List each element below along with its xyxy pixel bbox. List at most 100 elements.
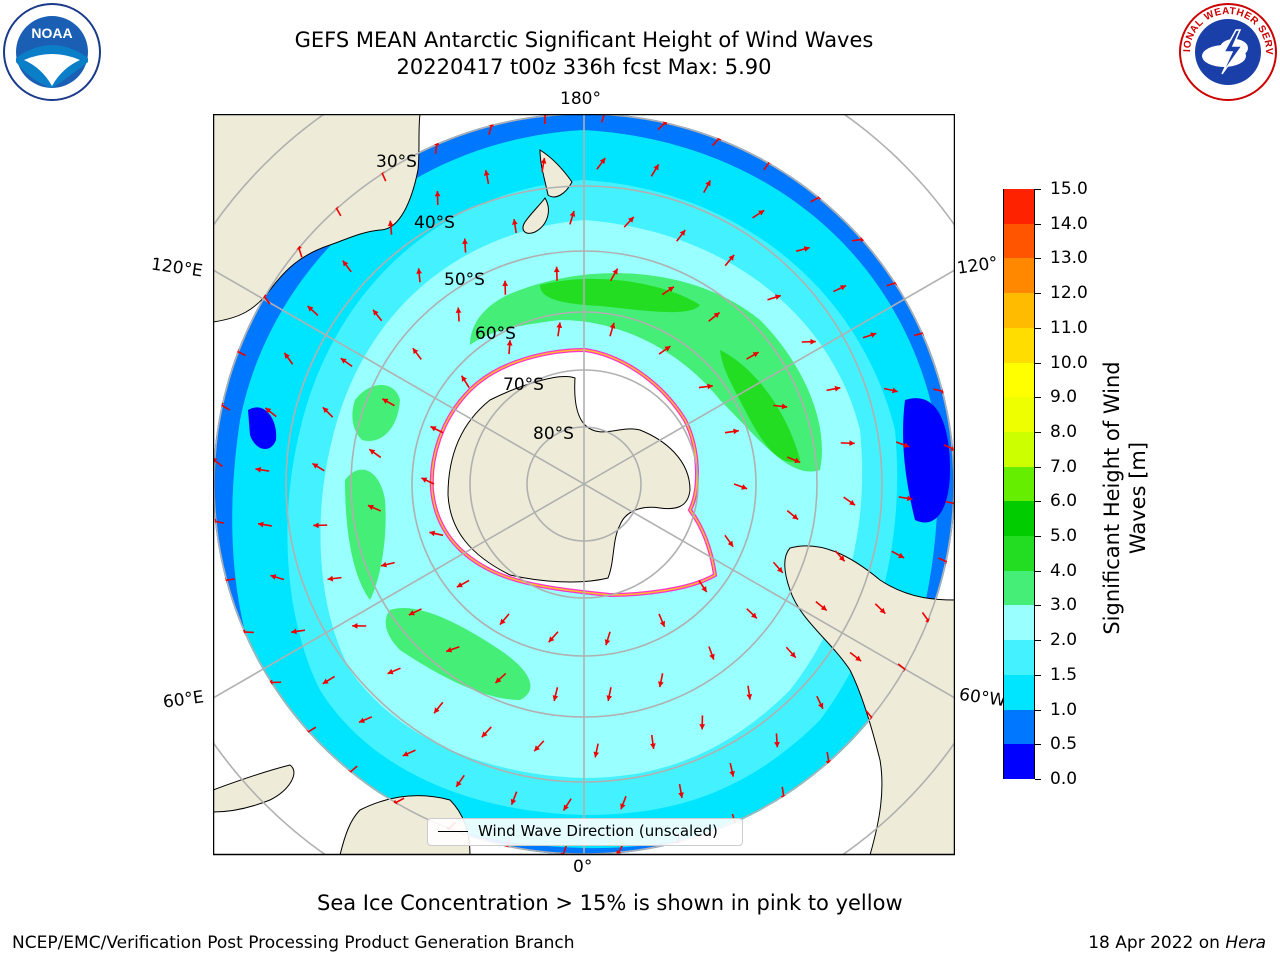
sea-ice-note: Sea Ice Concentration > 15% is shown in … [317,891,903,915]
wave-direction-arrow-head [416,268,422,274]
wave-direction-arrow-head [255,466,262,473]
wave-direction-arrow-head [898,552,905,558]
wave-direction-arrow-head [495,677,502,683]
wave-direction-arrow-head [434,707,440,714]
wave-direction-arrow-head [327,575,334,582]
colorbar-tick-mark [1035,744,1041,746]
wave-direction-arrow-head [810,338,816,345]
lat-label-80s: 80°S [533,424,574,444]
wave-direction-arrow-head [456,582,463,588]
wave-direction-arrow-head [840,285,847,291]
colorbar-segment [1004,604,1034,641]
map-frame [213,114,955,856]
colorbar-tick-mark [1035,293,1041,295]
lat-label-60s: 60°S [475,324,516,344]
wave-direction-arrow-head [540,158,547,164]
lon-label-upper-right: 120° [955,253,1000,279]
wave-direction-arrow-head [834,385,841,392]
colorbar-segment [1004,535,1034,571]
wave-direction-arrow-head [752,352,759,358]
colorbar-tick-mark [1035,709,1041,711]
colorbar-tick-mark [1035,501,1041,503]
wave-direction-arrow-head [741,484,748,490]
colorbar-tick-mark [1035,605,1041,607]
colorbar-segment [1004,570,1034,606]
wave-direction-arrow-head [820,604,827,611]
wave-direction-arrow-head [402,751,409,757]
colorbar-segment [1004,431,1034,467]
wave-direction-arrow-head [563,804,569,811]
wave-direction-arrow-head [664,346,671,352]
wave-direction-arrow-head [412,348,419,355]
wave-direction-arrow-head [512,219,518,225]
south-america-land [784,545,955,855]
wave-direction-arrow-head [481,731,488,738]
colorbar-segment [1004,500,1034,537]
legend-label: Wind Wave Direction (unscaled) [478,822,718,840]
noaa-logo-text: NOAA [31,25,72,41]
wave-direction-arrow-head [781,403,788,410]
colorbar-tick-label: 1.5 [1050,664,1078,685]
nws-logo: NATIONAL WEATHER SERVICE [1174,0,1278,102]
wave-direction-arrow-head [502,280,509,287]
wave-direction-arrow-shaft [560,845,568,855]
colorbar-segment [1004,466,1034,502]
colorbar-tick-label: 13.0 [1050,248,1088,269]
wave-direction-arrow-head [429,530,436,537]
new-zealand-land [522,149,573,234]
wave-direction-arrow-head [461,375,467,382]
colorbar-tick-label: 8.0 [1050,421,1078,442]
wave-direction-arrow-head [701,586,707,593]
wave-direction-arrow-head [870,332,877,338]
wave-direction-arrow-head [369,449,376,455]
wave-direction-arrow-head [499,618,506,625]
colorbar-segment [1004,743,1034,779]
colorbar-tick-mark [1035,431,1041,433]
lon-label-top: 180° [560,89,601,109]
wave-direction-arrow-head [553,266,560,273]
wave-direction-arrow-head [483,170,490,176]
colorbar-segment [1004,396,1034,432]
wave-direction-arrow-head [456,780,462,787]
wave-direction-arrow-head [421,477,428,483]
wave-direction-arrow-head [653,164,659,171]
colorbar-segment [1004,327,1034,363]
colorbar-tick-mark [1035,640,1041,642]
wave-direction-arrow-head [569,210,576,217]
footer-date: 18 Apr 2022 on [1088,933,1226,953]
wave-direction-arrow-head [751,612,757,619]
wave-direction-arrow-head [604,639,611,646]
wave-direction-arrow-head [659,620,666,627]
wave-direction-arrow-head [709,653,715,660]
wave-direction-arrow-head [506,340,513,346]
wave-direction-arrow-head [599,158,606,164]
lon-label-lower-right: 60°W [957,684,1008,712]
wave-direction-arrow-head [849,499,856,506]
colorbar-segment [1004,639,1034,675]
wave-direction-arrow-head [838,555,845,562]
colorbar-tick-label: 11.0 [1050,317,1088,338]
wave-direction-arrow-head [678,792,684,798]
colorbar-label-line1: Significant Height of Wind [1100,361,1124,635]
wave-direction-arrow-head [650,743,656,749]
wind-wave-arrows [213,114,955,855]
wave-direction-arrow-head [803,246,810,252]
wave-direction-arrow-shaft [945,500,955,506]
lat-label-40s: 40°S [414,213,455,233]
wave-direction-arrow-head [510,798,517,805]
wave-direction-arrow-head [774,741,780,748]
legend-line-sample [438,831,468,832]
colorbar-tick-mark [1035,674,1041,676]
wave-direction-arrow-head [620,803,626,810]
wave-direction-arrow-head [699,724,706,730]
colorbar-tick-label: 9.0 [1050,387,1078,408]
wave-direction-arrow-head [790,651,796,658]
map-legend: Wind Wave Direction (unscaled) [427,818,743,846]
wave-direction-arrow-head [892,387,898,394]
wave-direction-arrow-head [373,309,379,316]
wave-direction-arrow-head [552,695,559,701]
wave-direction-arrow-head [733,428,739,435]
colorbar [1003,188,1035,779]
wave-direction-arrow-head [322,407,329,414]
lat-label-70s: 70°S [503,375,544,395]
